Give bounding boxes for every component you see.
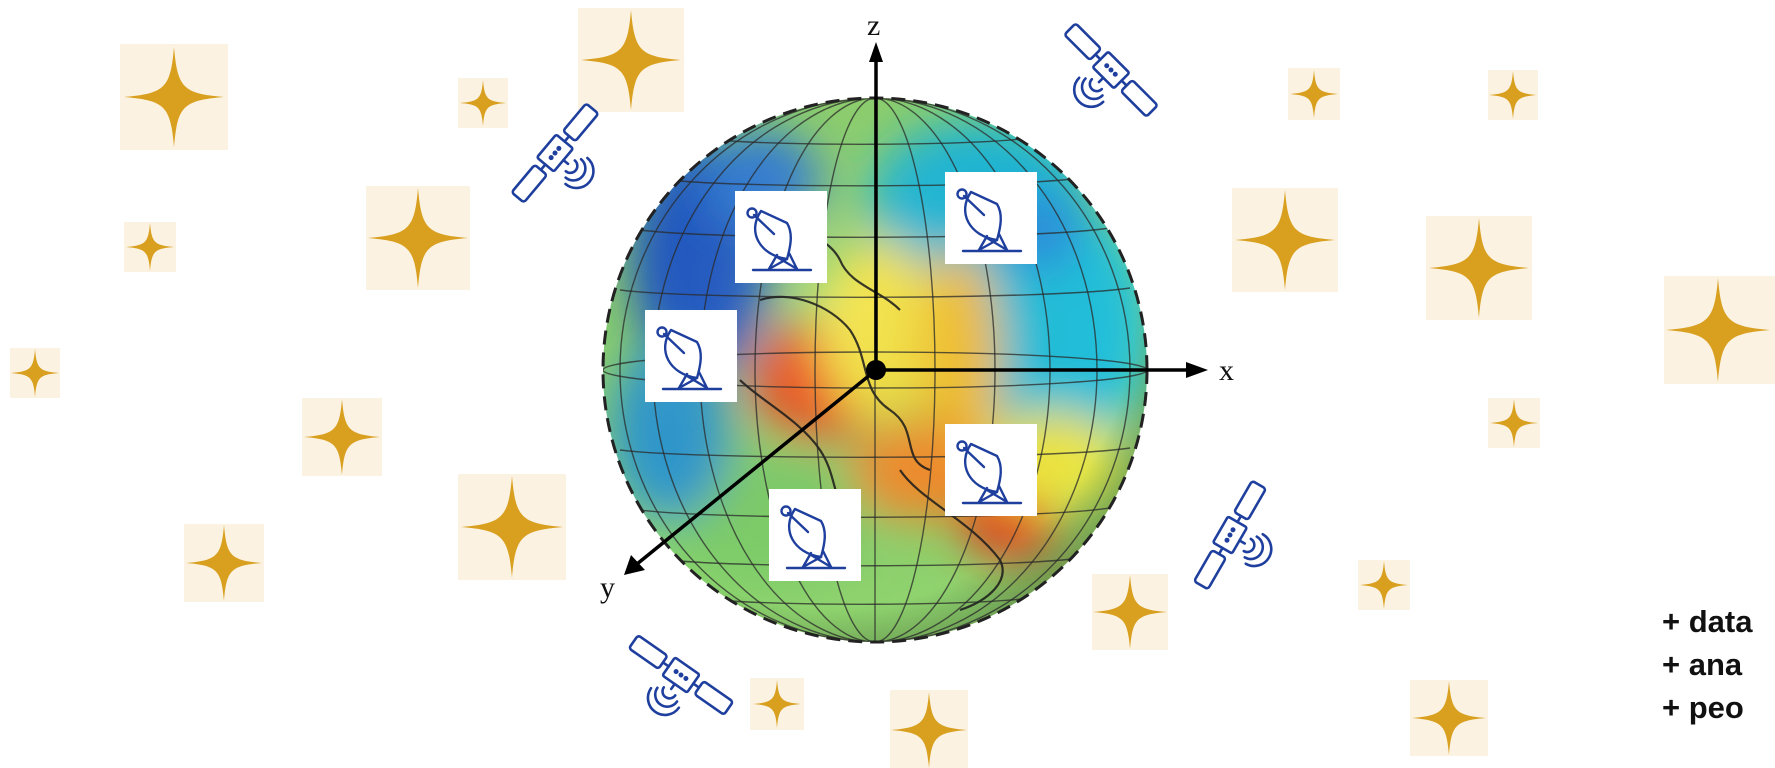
sparkle-star-icon (1488, 70, 1538, 120)
sparkle-star-icon (1426, 216, 1532, 320)
sparkle-star-icon (1092, 574, 1168, 650)
sparkle-star-icon (1358, 560, 1410, 610)
axis-arrowheads (624, 42, 1208, 575)
sparkle-star-icon (750, 678, 804, 730)
sparkle-star-icon (890, 690, 968, 768)
sparkle-star-icon (124, 222, 176, 272)
radar-dish-icon (733, 189, 829, 285)
sparkle-star-icon (458, 78, 508, 128)
satellite-icon (606, 631, 737, 747)
side-note-peo: + peo (1662, 690, 1744, 725)
sparkle-star-icon (1488, 398, 1540, 448)
sparkle-star-icon (1410, 680, 1488, 756)
y-arrowhead (624, 555, 645, 575)
z-arrowhead (869, 42, 883, 62)
side-note-ana: + ana (1662, 647, 1743, 682)
sparkle-star-icon (1288, 68, 1340, 120)
radar-dish-icon (767, 487, 863, 583)
star-field (10, 8, 1775, 768)
sparkle-star-icon (184, 524, 264, 602)
z-axis-label: z (867, 9, 880, 42)
sparkle-star-icon (120, 44, 228, 150)
satellite-icon (507, 100, 629, 228)
y-axis-label: y (600, 571, 615, 604)
sparkle-star-icon (578, 8, 684, 112)
satellite-icon (1036, 19, 1162, 145)
coordinate-axes (635, 58, 1188, 566)
origin-point (866, 360, 886, 380)
sparkle-star-icon (458, 474, 566, 580)
satellite-icon (1190, 477, 1300, 610)
radar-dish-icon (943, 422, 1039, 518)
x-axis-label: x (1219, 354, 1234, 387)
side-notes: + data + ana + peo (1662, 600, 1775, 729)
y-axis (635, 368, 878, 566)
sparkle-star-icon (1232, 188, 1338, 292)
sparkle-star-icon (366, 186, 470, 290)
radar-dish-icon (643, 308, 739, 404)
radar-dish-icon (943, 170, 1039, 266)
sparkle-star-icon (1664, 276, 1775, 384)
sparkle-star-icon (10, 348, 60, 398)
x-arrowhead (1186, 362, 1208, 378)
side-note-data: + data (1662, 604, 1753, 639)
sparkle-star-icon (302, 398, 382, 476)
